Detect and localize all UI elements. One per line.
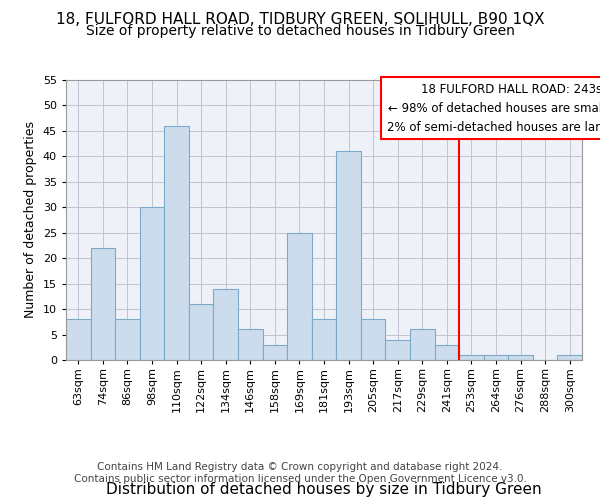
Text: Contains public sector information licensed under the Open Government Licence v3: Contains public sector information licen… [74, 474, 526, 484]
Bar [434, 344, 459, 360]
Y-axis label: Number of detached properties: Number of detached properties [24, 122, 37, 318]
Bar [287, 232, 312, 360]
Bar [115, 320, 140, 360]
Bar [508, 355, 533, 360]
Bar [557, 355, 582, 360]
Bar [214, 288, 238, 360]
Bar [361, 320, 385, 360]
Bar [459, 355, 484, 360]
Bar [385, 340, 410, 360]
Bar [91, 248, 115, 360]
Bar [410, 330, 434, 360]
Text: Contains HM Land Registry data © Crown copyright and database right 2024.: Contains HM Land Registry data © Crown c… [97, 462, 503, 472]
Text: 18, FULFORD HALL ROAD, TIDBURY GREEN, SOLIHULL, B90 1QX: 18, FULFORD HALL ROAD, TIDBURY GREEN, SO… [56, 12, 544, 28]
Bar [164, 126, 189, 360]
Bar [263, 344, 287, 360]
Bar [189, 304, 214, 360]
Bar [312, 320, 336, 360]
Bar [140, 208, 164, 360]
Text: Size of property relative to detached houses in Tidbury Green: Size of property relative to detached ho… [86, 24, 514, 38]
Bar [66, 320, 91, 360]
Bar [238, 330, 263, 360]
Bar [484, 355, 508, 360]
Text: 18 FULFORD HALL ROAD: 243sqm
← 98% of detached houses are smaller (241)
2% of se: 18 FULFORD HALL ROAD: 243sqm ← 98% of de… [387, 82, 600, 134]
X-axis label: Distribution of detached houses by size in Tidbury Green: Distribution of detached houses by size … [106, 482, 542, 496]
Bar [336, 152, 361, 360]
